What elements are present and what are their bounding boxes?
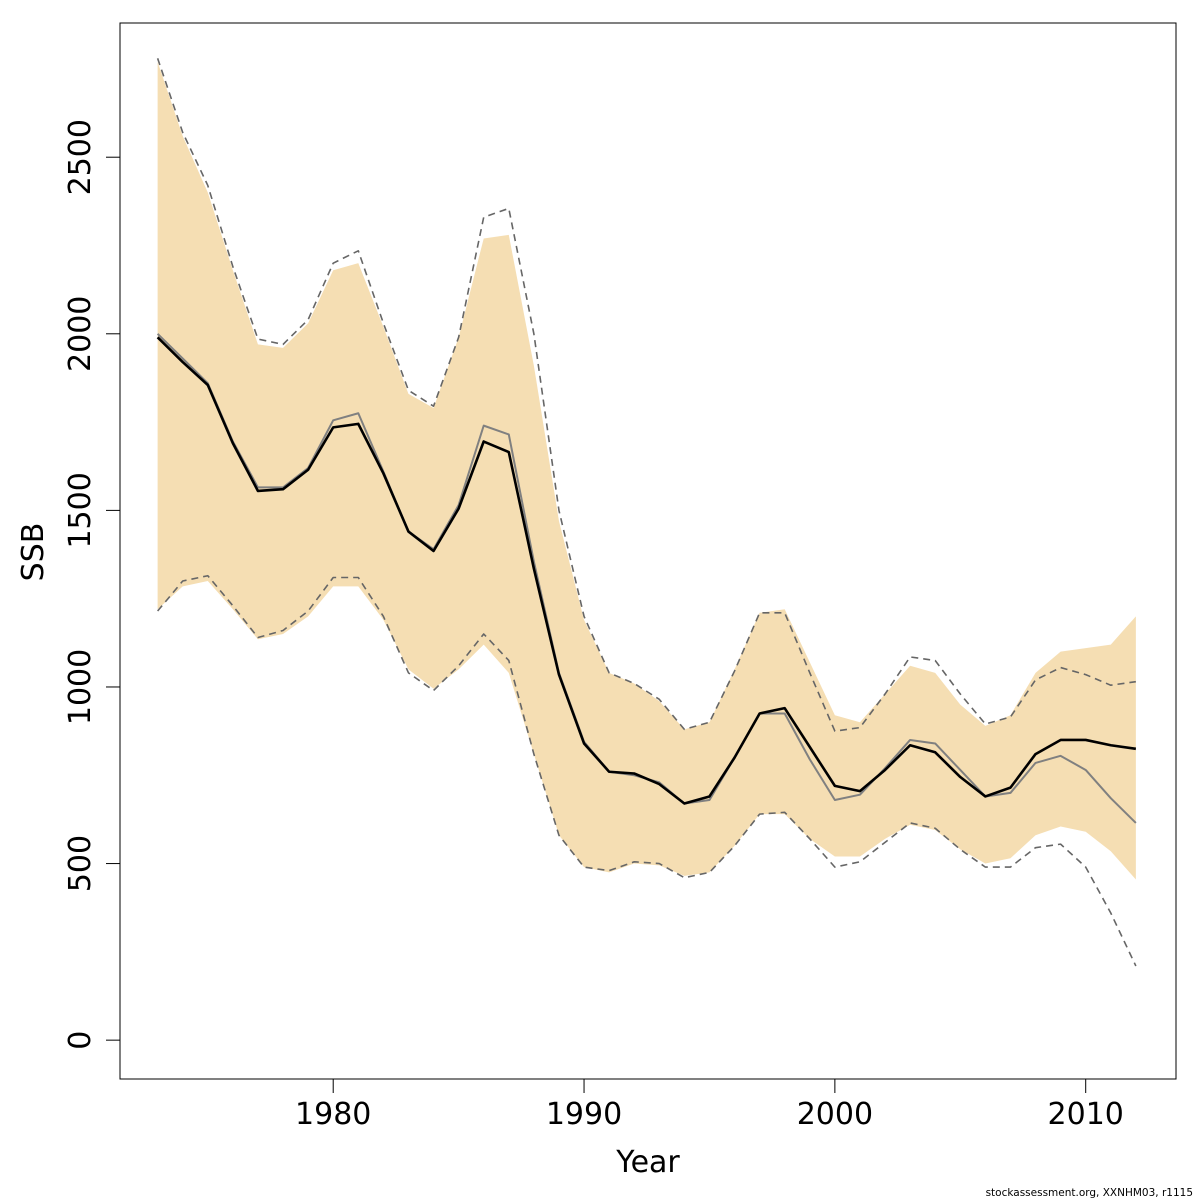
y-axis-title: SSB [16, 523, 51, 582]
y-tick-label: 500 [63, 835, 98, 892]
estimate-line [156, 336, 1137, 805]
y-tick-label: 1500 [63, 472, 98, 548]
confidence-band [157, 61, 1136, 880]
x-tick-label: 2010 [1048, 1097, 1124, 1132]
x-axis-title: Year [615, 1145, 680, 1180]
y-tick-label: 2000 [63, 296, 98, 372]
x-axis: 1980 1990 2000 2010 [295, 1078, 1124, 1132]
x-tick-label: 2000 [797, 1097, 873, 1132]
series-lines-layer [156, 58, 1137, 967]
x-tick-label: 1990 [546, 1097, 622, 1132]
y-tick-label: 2500 [63, 119, 98, 195]
x-tick-label: 1980 [295, 1097, 371, 1132]
y-axis: 0 500 1000 1500 2000 2500 [63, 119, 121, 1050]
previous-lower-bound-line [157, 574, 1137, 967]
y-tick-label: 0 [63, 1031, 98, 1050]
chart-caption: stockassessment.org, XXNHM03, r1115 [986, 1187, 1193, 1199]
previous-upper-bound-line [156, 58, 1136, 732]
confidence-band-layer [157, 61, 1136, 880]
y-tick-label: 1000 [63, 649, 98, 725]
